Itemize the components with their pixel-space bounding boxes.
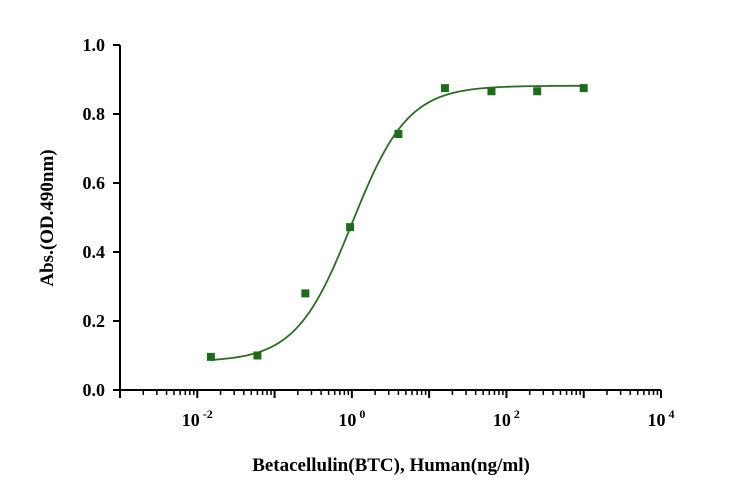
y-tick-label: 0.6 <box>83 173 106 193</box>
x-tick-label: 10 -2 <box>182 407 213 430</box>
axes <box>119 45 661 391</box>
data-point <box>301 289 310 298</box>
fit-curve <box>210 84 584 361</box>
data-point <box>487 87 496 96</box>
data-point <box>346 223 355 232</box>
data-point <box>579 84 588 93</box>
y-axis-label: Abs.(OD.490nm) <box>37 149 58 286</box>
data-point <box>533 87 542 96</box>
ticks: 0.0 0.2 0.4 0.6 0.8 1.0 10 -2 10 0 10 2 10 4 <box>83 35 675 430</box>
y-tick-label: 0.8 <box>83 104 106 124</box>
x-axis-label: Betacellulin(BTC), Human(ng/ml) <box>252 455 530 476</box>
data-point <box>440 84 449 93</box>
data-point <box>206 352 215 361</box>
data-points <box>206 84 588 361</box>
y-tick-label: 0.2 <box>83 311 106 331</box>
data-point <box>394 130 403 139</box>
x-tick-label: 10 2 <box>493 407 520 430</box>
x-tick-label: 10 4 <box>648 407 675 430</box>
y-tick-label: 1.0 <box>83 35 106 55</box>
y-tick-label: 0.4 <box>83 242 106 262</box>
y-tick-label: 0.0 <box>83 380 106 400</box>
x-tick-label: 10 0 <box>338 407 365 430</box>
data-point <box>253 351 262 360</box>
